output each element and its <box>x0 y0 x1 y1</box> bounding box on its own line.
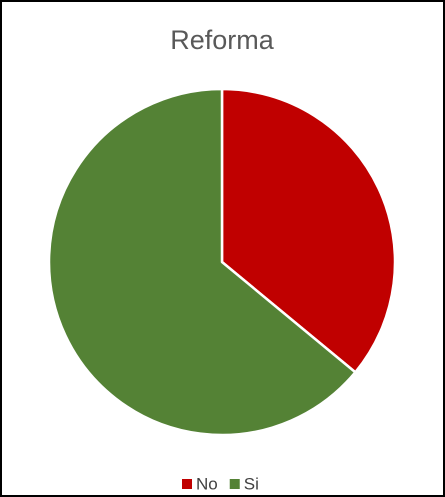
chart-title: Reforma <box>170 25 275 55</box>
legend-swatch <box>182 479 192 489</box>
pie <box>47 87 397 437</box>
legend-swatch <box>229 479 240 489</box>
pie-slice <box>47 87 357 437</box>
legend-label: No <box>196 474 218 493</box>
legend-label: Si <box>244 474 259 493</box>
pie-slice <box>220 87 397 374</box>
legend: No Si <box>182 474 259 493</box>
